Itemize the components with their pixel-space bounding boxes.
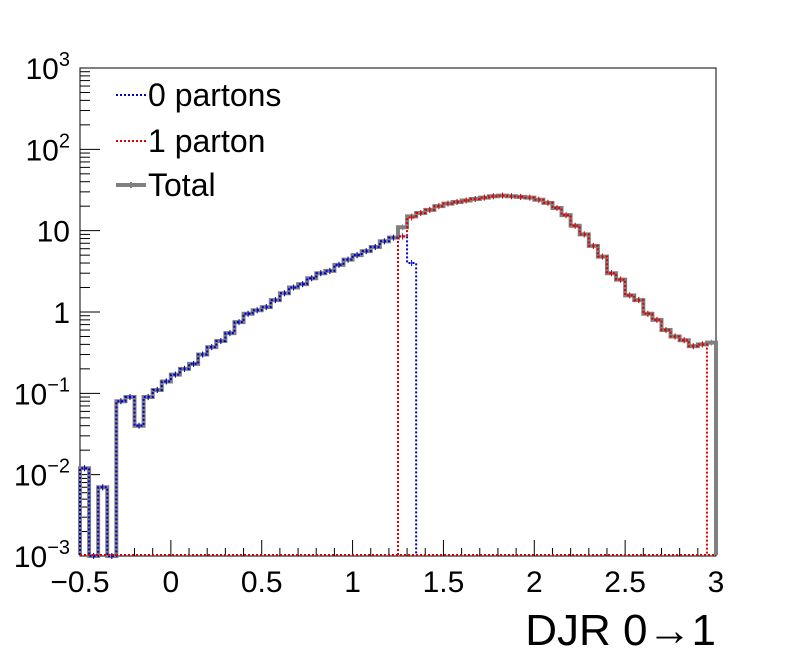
x-tick-label: 0 xyxy=(163,566,180,599)
y-tick-label: 10−2 xyxy=(14,456,70,493)
y-tick-label: 10−1 xyxy=(14,374,70,411)
x-tick-label: 3 xyxy=(708,566,725,599)
y-tick-label: 103 xyxy=(26,49,71,86)
series-layer xyxy=(78,192,718,559)
x-tick-label: −0.5 xyxy=(50,566,109,599)
legend-label: 0 partons xyxy=(148,77,281,113)
legend: 0 partons 1 parton Total xyxy=(116,77,281,203)
y-tick-label: 10−3 xyxy=(14,537,70,574)
legend-label: Total xyxy=(148,167,216,203)
x-axis-label: DJR 0→1 xyxy=(525,606,716,655)
x-tick-label: 2 xyxy=(526,566,543,599)
x-tick-label: 0.5 xyxy=(241,566,283,599)
y-tick-labels: 10−3 10−2 10−1 1 10 102 103 xyxy=(14,49,70,574)
y-tick-label: 1 xyxy=(53,297,70,330)
x-tick-label: 1 xyxy=(344,566,361,599)
series-1-parton xyxy=(80,192,716,556)
y-tick-label: 102 xyxy=(26,130,71,167)
x-tick-label: 2.5 xyxy=(604,566,646,599)
histogram-line xyxy=(79,235,418,557)
y-tick-label: 10 xyxy=(37,216,70,249)
x-tick-label: 1.5 xyxy=(423,566,465,599)
x-tick-labels: −0.5 0 0.5 1 1.5 2 2.5 3 xyxy=(50,566,724,599)
legend-label: 1 parton xyxy=(148,123,265,159)
histogram-line xyxy=(397,194,708,555)
